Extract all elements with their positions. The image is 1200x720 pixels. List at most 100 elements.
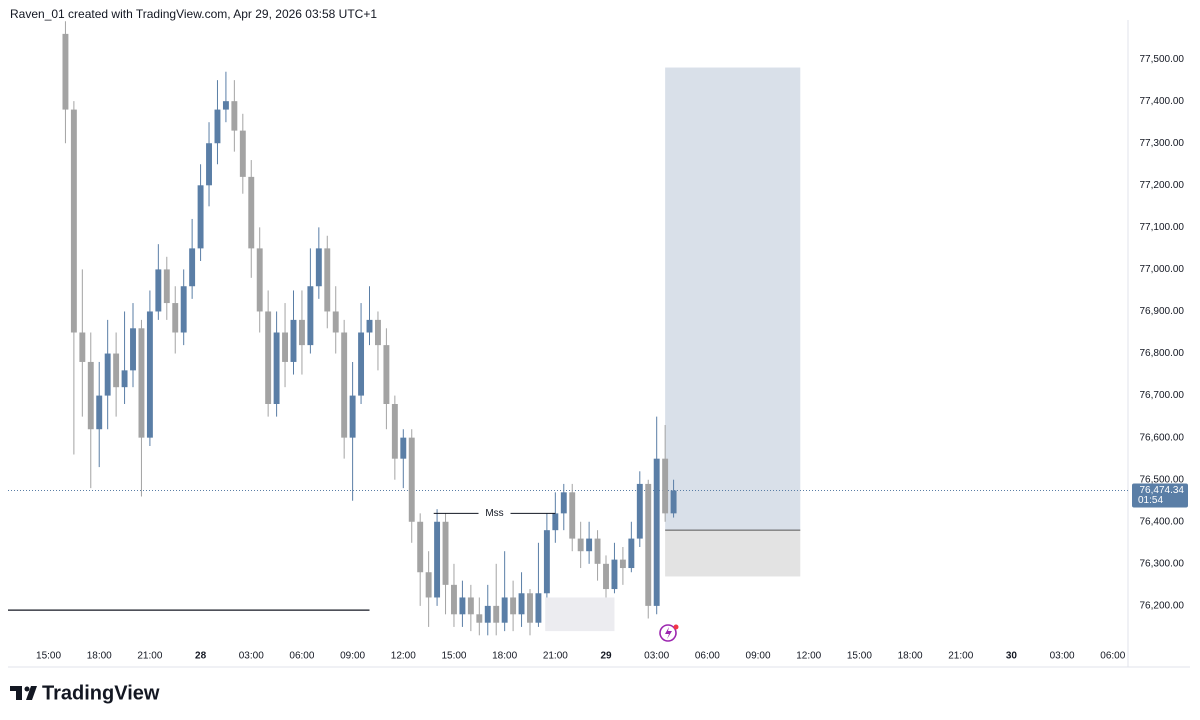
y-tick-label: 77,500.00 bbox=[1140, 54, 1185, 65]
candle-body bbox=[70, 109, 77, 333]
y-tick-label: 76,900.00 bbox=[1140, 306, 1185, 317]
candle-body bbox=[366, 319, 373, 333]
candle-body bbox=[493, 605, 500, 623]
x-tick-label: 21:00 bbox=[137, 651, 162, 662]
position-target-zone bbox=[665, 67, 801, 531]
logo-icon bbox=[10, 686, 37, 700]
x-tick-label: 29 bbox=[600, 651, 612, 662]
candle-body bbox=[197, 185, 204, 249]
x-tick-label: 03:00 bbox=[239, 651, 264, 662]
candle-body bbox=[62, 33, 69, 110]
candle-body bbox=[96, 395, 103, 430]
y-tick-label: 77,200.00 bbox=[1140, 180, 1185, 191]
flash-icon bbox=[659, 624, 679, 642]
candle-body bbox=[636, 483, 643, 539]
zone bbox=[545, 597, 615, 632]
candle-body bbox=[349, 395, 356, 438]
candle-body bbox=[374, 319, 381, 346]
y-tick-label: 76,200.00 bbox=[1140, 601, 1185, 612]
logo-text: TradingView bbox=[42, 682, 160, 704]
candle-body bbox=[358, 332, 365, 396]
candle-body bbox=[510, 597, 517, 615]
last-price-label: 76,474.34 bbox=[1140, 485, 1185, 496]
candle-body bbox=[206, 143, 212, 186]
x-tick-label: 12:00 bbox=[796, 651, 821, 662]
candle-body bbox=[189, 248, 196, 287]
candle-body bbox=[155, 269, 162, 312]
mss-label: Mss bbox=[485, 508, 503, 519]
candle-body bbox=[324, 248, 331, 312]
candle-body bbox=[172, 303, 179, 333]
candle-body bbox=[467, 597, 474, 615]
candle-body bbox=[535, 593, 542, 623]
candle-body bbox=[518, 593, 525, 615]
x-tick-label: 09:00 bbox=[340, 651, 365, 662]
candle-body bbox=[332, 311, 339, 333]
candle-body bbox=[476, 614, 483, 623]
candle-body bbox=[239, 130, 246, 177]
candle-body bbox=[586, 538, 593, 552]
candle-body bbox=[619, 559, 626, 569]
x-tick-label: 09:00 bbox=[746, 651, 771, 662]
x-tick-label: 15:00 bbox=[36, 651, 61, 662]
candle-body bbox=[484, 605, 491, 623]
x-tick-label: 06:00 bbox=[289, 651, 314, 662]
countdown: 01:54 bbox=[1138, 495, 1163, 506]
candle-body bbox=[417, 521, 424, 573]
candle-body bbox=[560, 492, 567, 514]
x-tick-label: 03:00 bbox=[1050, 651, 1075, 662]
x-tick-label: 06:00 bbox=[695, 651, 720, 662]
x-tick-label: 28 bbox=[195, 651, 207, 662]
candle-body bbox=[383, 345, 390, 405]
candle-body bbox=[628, 538, 635, 569]
candle-body bbox=[527, 593, 533, 623]
candle-body bbox=[104, 353, 111, 396]
x-tick-label: 18:00 bbox=[87, 651, 112, 662]
y-tick-label: 77,300.00 bbox=[1140, 138, 1185, 149]
candle-body bbox=[543, 530, 550, 594]
x-tick-label: 15:00 bbox=[441, 651, 466, 662]
candle-body bbox=[113, 353, 120, 388]
candle-body bbox=[425, 572, 432, 598]
last-price-tag bbox=[1132, 483, 1188, 508]
candle-body bbox=[248, 176, 255, 249]
candle-body bbox=[341, 332, 348, 438]
candle-body bbox=[163, 269, 170, 304]
candle-body bbox=[400, 437, 407, 459]
candle-body bbox=[121, 370, 128, 388]
y-tick-label: 76,800.00 bbox=[1140, 348, 1185, 359]
x-tick-label: 12:00 bbox=[391, 651, 416, 662]
y-tick-label: 76,400.00 bbox=[1140, 516, 1185, 527]
candle-body bbox=[451, 584, 457, 615]
x-tick-label: 30 bbox=[1006, 651, 1018, 662]
y-tick-label: 76,300.00 bbox=[1140, 558, 1185, 569]
candle-body bbox=[645, 483, 652, 606]
candle-body bbox=[214, 109, 221, 144]
candle-body bbox=[662, 458, 669, 514]
y-tick-label: 76,700.00 bbox=[1140, 390, 1185, 401]
candle-body bbox=[315, 248, 322, 287]
candle-body bbox=[256, 248, 263, 312]
position-stop-zone bbox=[665, 530, 801, 577]
x-tick-label: 21:00 bbox=[948, 651, 973, 662]
x-tick-label: 18:00 bbox=[492, 651, 517, 662]
candle-body bbox=[138, 328, 145, 438]
candle-body bbox=[611, 559, 618, 590]
candle-body bbox=[434, 521, 441, 598]
candle-body bbox=[87, 361, 94, 430]
candle-body bbox=[282, 332, 288, 362]
candle-body bbox=[222, 101, 229, 110]
plot-area: Mss bbox=[8, 21, 1128, 636]
header: Raven_01 created with TradingView.com, A… bbox=[10, 7, 377, 21]
candle-body bbox=[231, 101, 238, 131]
candle-body bbox=[577, 538, 584, 552]
candle-body bbox=[391, 404, 398, 459]
candle-body bbox=[653, 458, 660, 606]
y-tick-label: 76,600.00 bbox=[1140, 432, 1185, 443]
candle-body bbox=[501, 597, 508, 623]
y-tick-label: 77,000.00 bbox=[1140, 264, 1185, 275]
candle-body bbox=[79, 332, 86, 362]
candle-body bbox=[442, 521, 449, 585]
y-tick-label: 77,400.00 bbox=[1140, 96, 1185, 107]
